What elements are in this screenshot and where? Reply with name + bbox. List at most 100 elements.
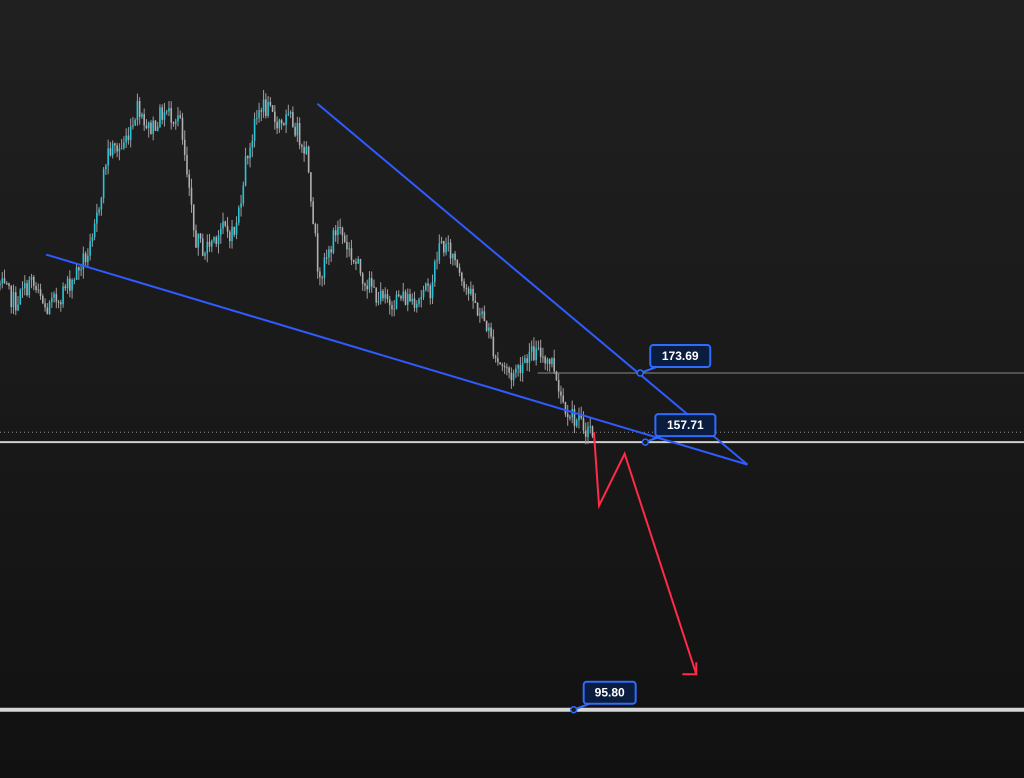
candle	[32, 275, 35, 291]
candle-body	[521, 363, 524, 374]
candle-body	[150, 122, 152, 134]
candle-body	[161, 107, 164, 120]
candle	[224, 220, 227, 228]
candle	[458, 263, 461, 277]
candle-body	[461, 272, 463, 282]
candle-body	[458, 267, 461, 273]
projection-arrowhead	[682, 662, 698, 676]
price-label-173.69[interactable]: 173.69	[636, 344, 712, 377]
candle-body	[409, 294, 411, 302]
candle-body	[445, 243, 447, 253]
candle-body	[44, 303, 46, 308]
price-label-anchor	[636, 369, 644, 377]
candle-body	[402, 291, 405, 299]
candle	[391, 301, 393, 317]
projection-path	[592, 432, 698, 676]
candle-body	[244, 156, 247, 186]
horizontal-levels	[0, 372, 1024, 712]
candle-body	[53, 293, 55, 298]
candle-body	[240, 203, 242, 208]
candle	[208, 233, 211, 252]
trendline-lower[interactable]	[45, 253, 748, 466]
candle	[440, 236, 443, 244]
candle-body	[114, 143, 116, 146]
candle-body	[569, 417, 571, 419]
candle-body	[485, 320, 488, 331]
candle	[433, 259, 436, 287]
candle-body	[440, 241, 443, 244]
candle	[530, 340, 533, 361]
candle-body	[84, 253, 87, 263]
candle-body	[271, 105, 274, 112]
candle	[111, 140, 114, 159]
candle-body	[296, 123, 299, 136]
candle-body	[427, 283, 429, 286]
candle	[361, 272, 364, 291]
candle	[472, 284, 474, 309]
candle-body	[391, 305, 393, 310]
candle-body	[231, 226, 233, 242]
candle-body	[177, 115, 179, 122]
candle-body	[91, 237, 94, 242]
candle	[368, 271, 371, 293]
candle-body	[350, 248, 353, 260]
candle-body	[249, 147, 251, 159]
candle-body	[515, 368, 517, 374]
candle-body	[483, 311, 486, 321]
candle	[201, 233, 204, 257]
candle	[136, 93, 139, 126]
candle	[373, 279, 375, 288]
candle	[71, 278, 73, 299]
candle	[359, 258, 362, 277]
candle	[107, 139, 109, 175]
candle	[274, 105, 276, 130]
candle-body	[589, 426, 592, 428]
candle	[386, 289, 389, 303]
candle-body	[134, 120, 136, 126]
candle	[461, 271, 463, 286]
candle	[575, 418, 578, 428]
candle	[249, 142, 251, 168]
candle	[323, 252, 326, 285]
candle-body	[386, 294, 389, 300]
candle-body	[3, 278, 6, 284]
candle-body	[213, 237, 215, 241]
candle-body	[503, 366, 506, 368]
candle-body	[492, 336, 495, 357]
candle-body	[64, 286, 67, 289]
price-label-box	[654, 413, 717, 438]
candle-body	[539, 347, 542, 357]
price-label-157.71[interactable]: 157.71	[641, 413, 717, 446]
candle	[301, 143, 303, 153]
candle	[521, 356, 524, 382]
candle	[483, 305, 486, 322]
candle-body	[384, 294, 387, 299]
candle	[60, 299, 62, 312]
candle-body	[138, 100, 141, 117]
candle-body	[280, 120, 283, 124]
candle	[560, 385, 562, 404]
candle	[285, 109, 287, 134]
candle-body	[143, 114, 145, 126]
trendline-upper[interactable]	[316, 102, 749, 466]
candle-body	[87, 255, 89, 263]
candle-body	[312, 201, 314, 225]
candle	[515, 364, 517, 378]
candle-body	[195, 230, 197, 248]
candle	[591, 425, 594, 439]
candle	[298, 117, 301, 150]
candle-body	[431, 281, 434, 299]
candle	[377, 291, 380, 306]
candle-body	[190, 187, 193, 205]
candle-body	[535, 348, 537, 361]
price-label-95.80[interactable]: 95.80	[569, 680, 637, 714]
candle-body	[479, 313, 481, 316]
candle-body	[107, 148, 109, 166]
candle	[384, 287, 387, 304]
candle-body	[452, 253, 454, 259]
trendlines[interactable]	[45, 102, 749, 466]
candle-body	[388, 299, 391, 306]
candle	[172, 121, 175, 127]
